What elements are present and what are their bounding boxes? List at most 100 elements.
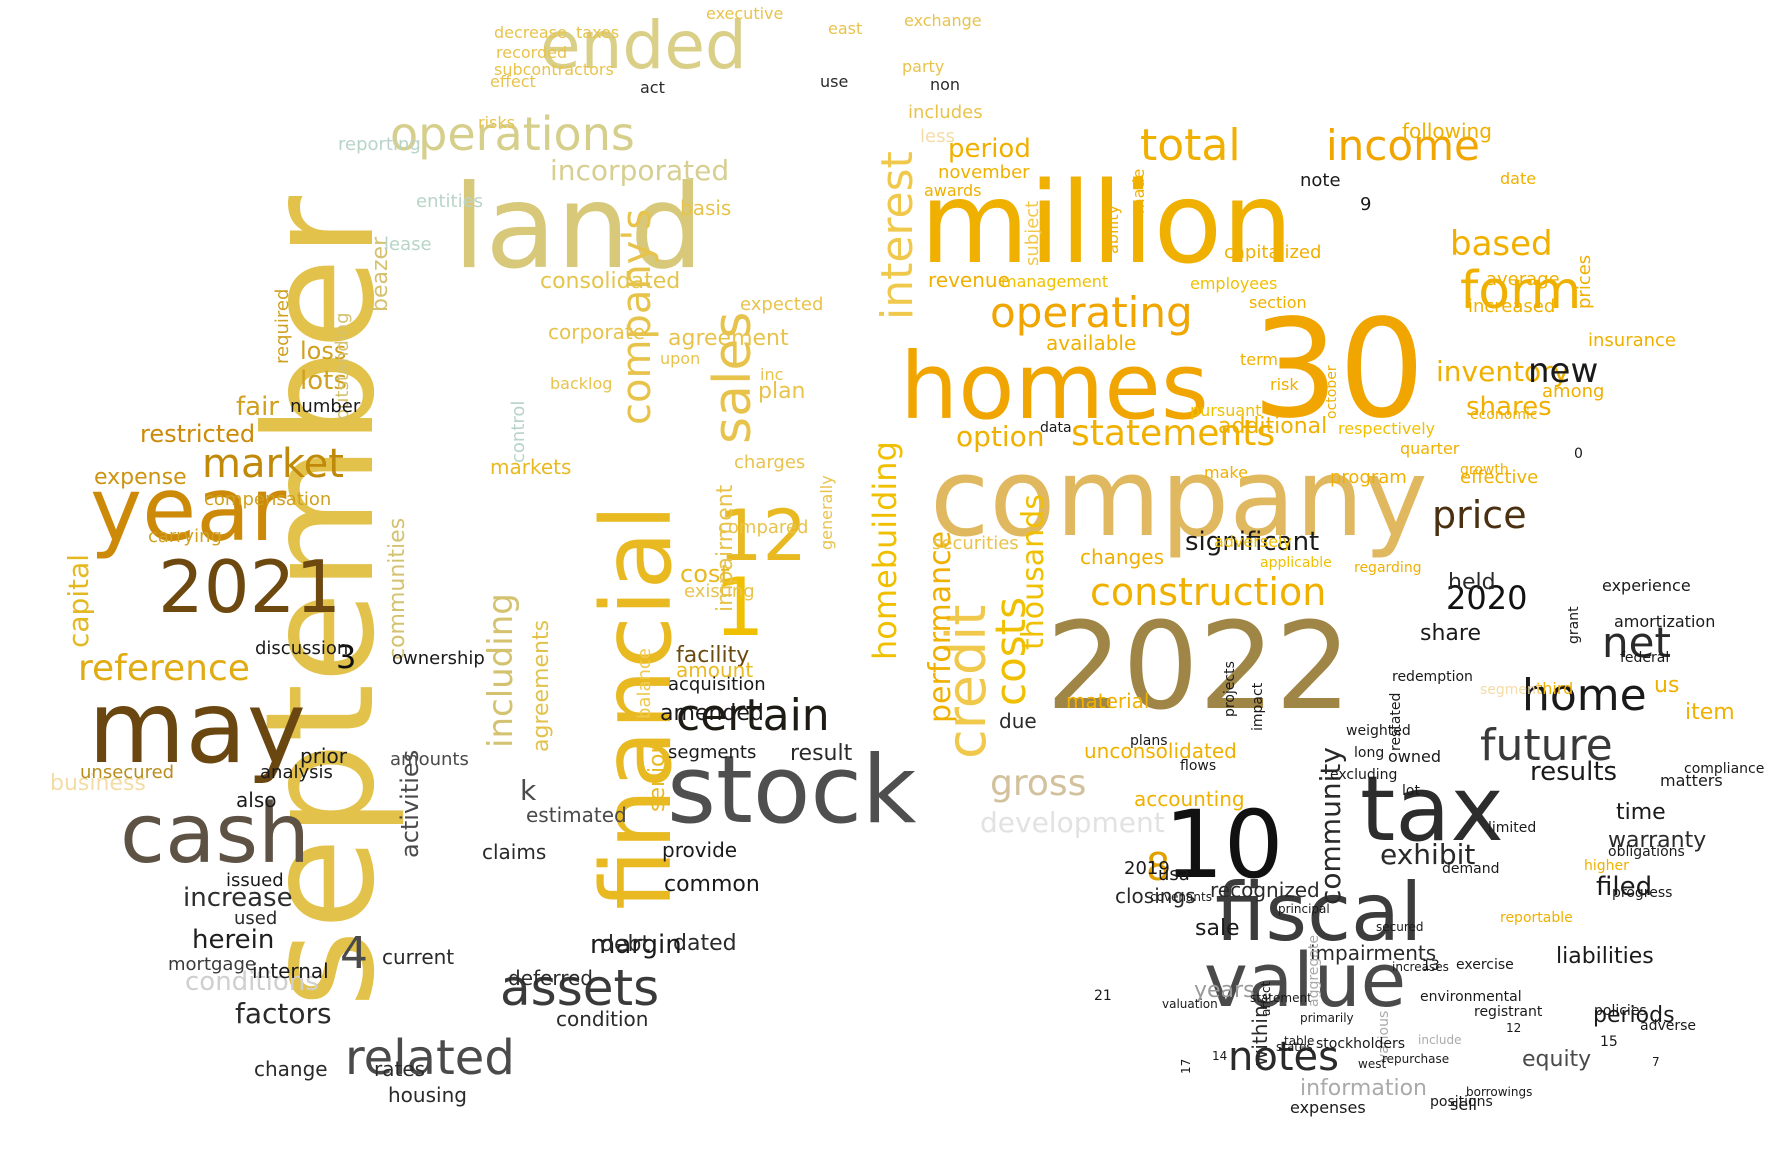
word-104: impairments: [1310, 941, 1436, 965]
word-64: inventory: [1436, 355, 1569, 388]
word-204: 0: [1574, 446, 1583, 462]
word-67: significant: [1185, 527, 1319, 557]
word-170: subcontractors: [494, 60, 614, 79]
word-111: 3: [336, 638, 356, 676]
word-185: employees: [1190, 274, 1277, 293]
word-89: thousands: [1016, 494, 1051, 650]
word-40: form: [1460, 261, 1581, 321]
word-23: assets: [500, 959, 659, 1017]
word-167: executive: [706, 4, 783, 23]
word-235: obligations: [1608, 844, 1685, 860]
word-0: september: [234, 196, 408, 1008]
word-181: awards: [924, 181, 981, 200]
word-18: increase: [183, 883, 293, 913]
word-16: business: [50, 771, 146, 796]
word-2: financial: [581, 504, 693, 910]
word-146: number: [290, 396, 361, 417]
word-11: reference: [78, 648, 250, 689]
word-63: based: [1450, 224, 1553, 264]
word-45: costs: [986, 597, 1035, 706]
word-164: upon: [660, 349, 700, 368]
word-161: generally: [817, 475, 836, 550]
word-209: pursuant: [1190, 401, 1262, 420]
word-123: condition: [556, 1007, 648, 1031]
word-99: filed: [1596, 872, 1652, 902]
word-122: deferred: [508, 966, 593, 990]
word-20: factors: [235, 997, 332, 1030]
word-101: equity: [1522, 1047, 1591, 1072]
word-80: amended: [660, 701, 764, 726]
word-120: also: [236, 788, 276, 812]
word-176: use: [820, 72, 848, 91]
word-192: date: [1500, 169, 1536, 188]
word-208: data: [1040, 420, 1072, 436]
word-189: note: [1300, 170, 1341, 191]
word-262: exercise: [1456, 957, 1514, 973]
word-43: homebuilding: [866, 441, 904, 660]
word-62: information: [1300, 1076, 1427, 1101]
word-234: progress: [1612, 885, 1672, 901]
word-214: grant: [1566, 606, 1582, 644]
word-70: loss: [300, 337, 346, 365]
word-126: change: [254, 1057, 328, 1081]
word-42: construction: [1090, 570, 1326, 614]
word-129: provide: [662, 838, 737, 862]
word-38: total: [1140, 120, 1241, 171]
word-237: reportable: [1500, 910, 1573, 926]
word-212: regarding: [1354, 560, 1422, 576]
word-266: west: [1358, 1057, 1386, 1071]
word-108: recognized: [1210, 878, 1320, 902]
word-14: expense: [94, 465, 187, 490]
word-149: used: [234, 908, 277, 929]
word-228: plans: [1130, 733, 1168, 749]
word-263: registrant: [1474, 1004, 1543, 1020]
word-215: amortization: [1614, 612, 1715, 631]
word-217: third: [1536, 679, 1573, 698]
word-55: home: [1522, 670, 1647, 721]
word-119: prior: [300, 744, 348, 768]
word-105: years: [1194, 978, 1255, 1003]
word-154: acquisition: [668, 674, 766, 695]
word-180: november: [938, 162, 1030, 183]
word-26: 12: [718, 495, 807, 577]
word-216: federal: [1620, 650, 1669, 666]
word-97: time: [1616, 800, 1666, 825]
word-96: us: [1654, 673, 1679, 698]
word-33: homes: [900, 333, 1209, 440]
word-32: million: [920, 159, 1293, 289]
word-177: act: [640, 78, 665, 97]
word-131: 2019: [1124, 858, 1170, 879]
word-196: insurance: [1588, 330, 1676, 351]
word-98: warranty: [1608, 828, 1706, 853]
word-48: 10: [1164, 791, 1284, 900]
word-194: increased: [1468, 296, 1555, 317]
word-115: communities: [385, 518, 410, 660]
word-68: option: [956, 420, 1045, 453]
word-227: projects: [1222, 661, 1238, 717]
word-51: value: [1204, 938, 1406, 1024]
word-102: periods: [1593, 1003, 1675, 1028]
word-197: among: [1542, 381, 1604, 402]
word-246: valuation: [1162, 997, 1218, 1011]
word-103: community: [1314, 747, 1347, 905]
word-37: income: [1326, 121, 1480, 170]
word-231: compliance: [1684, 761, 1764, 777]
word-58: 2020: [1446, 579, 1527, 617]
word-261: repurchase: [1382, 1052, 1449, 1066]
word-77: facility: [676, 643, 749, 668]
word-3: ended: [540, 7, 747, 84]
word-175: non: [930, 75, 960, 94]
word-202: program: [1330, 467, 1407, 488]
word-259: increases: [1392, 960, 1449, 974]
word-241: 7: [1652, 1055, 1660, 1069]
word-29: company's: [614, 209, 660, 425]
word-190: 9: [1360, 194, 1371, 215]
word-163: inc: [760, 365, 783, 384]
word-1: land: [453, 160, 703, 295]
word-28: sales: [703, 312, 763, 445]
word-174: party: [902, 57, 944, 76]
word-66: new: [1528, 351, 1598, 391]
word-201: respectively: [1338, 419, 1435, 438]
